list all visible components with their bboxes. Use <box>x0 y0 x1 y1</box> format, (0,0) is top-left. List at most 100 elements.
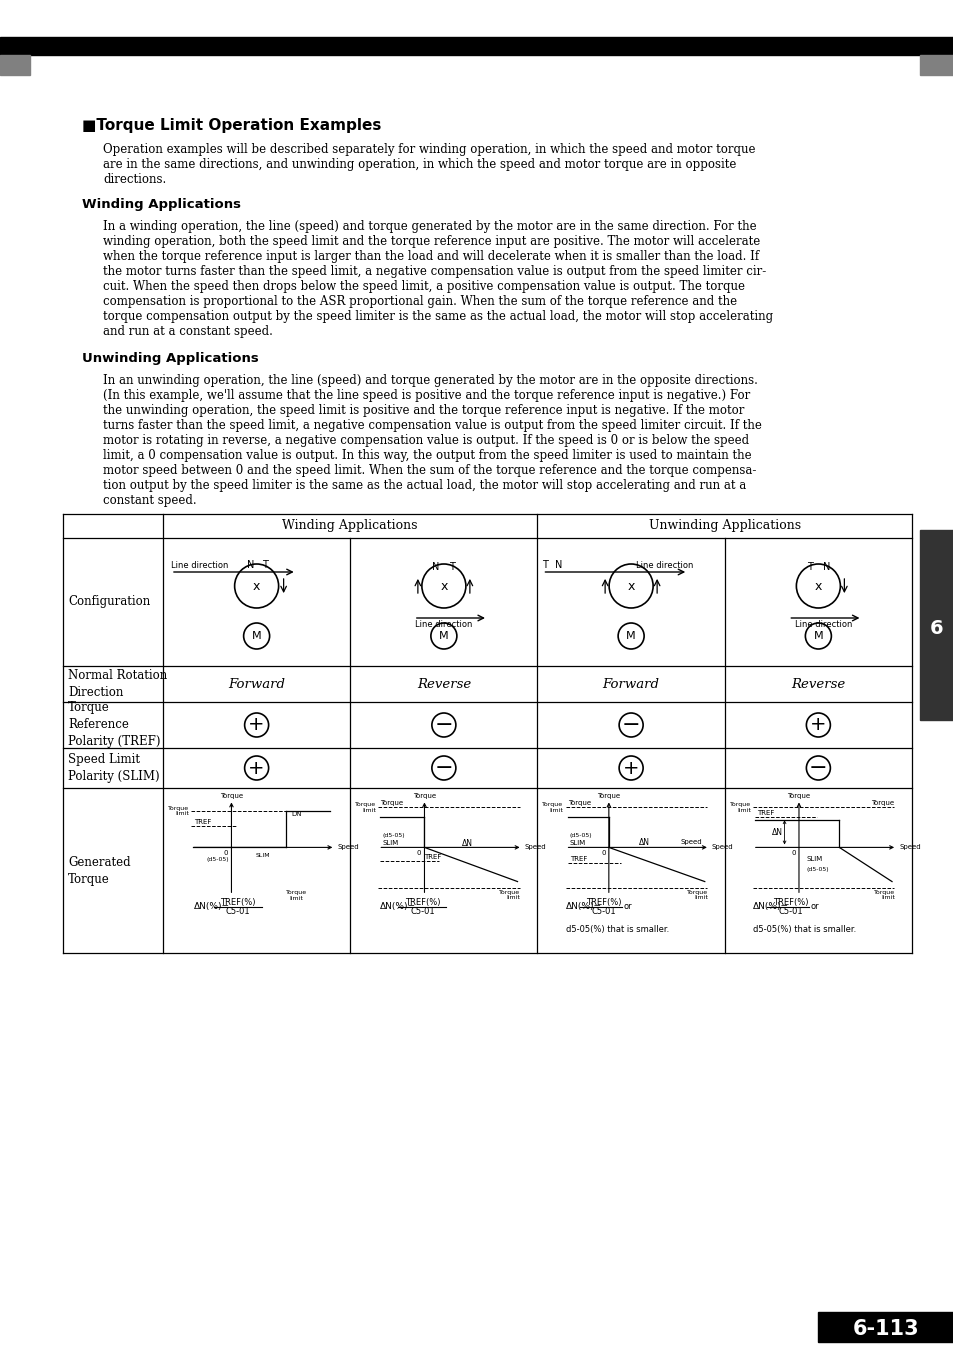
Text: x: x <box>814 579 821 593</box>
Text: Torque
Reference
Polarity (TREF): Torque Reference Polarity (TREF) <box>68 702 160 748</box>
Text: Speed: Speed <box>711 844 733 850</box>
Text: N: N <box>555 560 561 570</box>
Text: TREF: TREF <box>569 856 586 863</box>
Text: C5-01: C5-01 <box>410 907 435 917</box>
Text: Line direction: Line direction <box>636 562 693 570</box>
Text: ΔN(%)=: ΔN(%)= <box>565 902 601 911</box>
Text: the motor turns faster than the speed limit, a negative compensation value is ou: the motor turns faster than the speed li… <box>103 265 765 278</box>
Text: N: N <box>821 562 829 572</box>
Bar <box>919 531 953 720</box>
Text: T: T <box>449 562 455 572</box>
Text: Line direction: Line direction <box>171 562 228 570</box>
Text: T: T <box>541 560 547 570</box>
Text: −: − <box>435 757 453 778</box>
Text: Reverse: Reverse <box>416 678 471 690</box>
Text: 6-113: 6-113 <box>852 1319 919 1339</box>
Text: −: − <box>621 716 639 734</box>
Text: ΔN(%)=: ΔN(%)= <box>380 902 416 911</box>
Text: x: x <box>253 579 260 593</box>
Text: (In this example, we'll assume that the line speed is positive and the torque re: (In this example, we'll assume that the … <box>103 389 749 402</box>
Text: M: M <box>252 630 261 641</box>
Text: Torque
limit: Torque limit <box>168 806 189 817</box>
Text: constant speed.: constant speed. <box>103 494 196 508</box>
Text: compensation is proportional to the ASR proportional gain. When the sum of the t: compensation is proportional to the ASR … <box>103 296 737 308</box>
Text: In a winding operation, the line (speed) and torque generated by the motor are i: In a winding operation, the line (speed)… <box>103 220 756 234</box>
Text: Torque
limit: Torque limit <box>686 890 707 900</box>
Text: Line direction: Line direction <box>794 620 851 629</box>
Text: Torque: Torque <box>413 792 436 799</box>
Text: TREF: TREF <box>193 819 212 825</box>
Text: d5-05(%) that is smaller.: d5-05(%) that is smaller. <box>565 925 668 934</box>
Text: Reverse: Reverse <box>790 678 844 690</box>
Text: In an unwinding operation, the line (speed) and torque generated by the motor ar: In an unwinding operation, the line (spe… <box>103 374 757 387</box>
Text: DN: DN <box>291 811 301 817</box>
Text: winding operation, both the speed limit and the torque reference input are posit: winding operation, both the speed limit … <box>103 235 760 248</box>
Text: M: M <box>438 630 448 641</box>
Text: +: + <box>809 716 825 734</box>
Text: N: N <box>432 562 439 572</box>
Text: Torque: Torque <box>597 792 619 799</box>
Text: Line direction: Line direction <box>415 620 472 629</box>
Text: Forward: Forward <box>228 678 285 690</box>
Text: C5-01: C5-01 <box>226 907 250 917</box>
Bar <box>817 1312 953 1342</box>
Text: Torque: Torque <box>786 792 810 799</box>
Text: or: or <box>623 902 632 911</box>
Text: x: x <box>439 579 447 593</box>
Text: N: N <box>247 560 254 570</box>
Text: Torque: Torque <box>219 792 243 799</box>
Text: ■Torque Limit Operation Examples: ■Torque Limit Operation Examples <box>82 117 381 134</box>
Text: 0: 0 <box>791 850 795 856</box>
Text: (d5-05): (d5-05) <box>207 857 230 861</box>
Text: x: x <box>627 579 634 593</box>
Text: TREF: TREF <box>423 855 440 860</box>
Text: +: + <box>248 716 265 734</box>
Text: (d5-05): (d5-05) <box>806 867 829 872</box>
Text: Torque: Torque <box>870 801 893 806</box>
Text: Speed: Speed <box>898 844 920 850</box>
Text: (d5-05): (d5-05) <box>569 833 592 838</box>
Text: 0: 0 <box>600 850 605 856</box>
Text: ΔN: ΔN <box>639 838 650 846</box>
Text: ΔN: ΔN <box>771 828 781 837</box>
Text: Torque
limit: Torque limit <box>498 890 520 900</box>
Text: limit, a 0 compensation value is output. In this way, the output from the speed : limit, a 0 compensation value is output.… <box>103 450 751 462</box>
Bar <box>919 55 953 76</box>
Text: TREF(%): TREF(%) <box>404 898 439 907</box>
Text: motor is rotating in reverse, a negative compensation value is output. If the sp: motor is rotating in reverse, a negative… <box>103 433 748 447</box>
Text: TREF(%): TREF(%) <box>585 898 620 907</box>
Text: Generated
Torque: Generated Torque <box>68 856 131 886</box>
Text: TREF(%): TREF(%) <box>220 898 255 907</box>
Text: when the torque reference input is larger than the load and will decelerate when: when the torque reference input is large… <box>103 250 759 263</box>
Text: Torque
limit: Torque limit <box>729 802 750 813</box>
Text: Unwinding Applications: Unwinding Applications <box>82 352 258 365</box>
Text: torque compensation output by the speed limiter is the same as the actual load, : torque compensation output by the speed … <box>103 310 772 323</box>
Text: M: M <box>626 630 636 641</box>
Text: Unwinding Applications: Unwinding Applications <box>648 520 800 532</box>
Text: ΔN: ΔN <box>462 838 473 848</box>
Text: d5-05(%) that is smaller.: d5-05(%) that is smaller. <box>752 925 855 934</box>
Text: TREF(%): TREF(%) <box>772 898 808 907</box>
Text: C5-01: C5-01 <box>591 907 616 917</box>
Text: ΔN(%)=: ΔN(%)= <box>193 902 230 911</box>
Text: the unwinding operation, the speed limit is positive and the torque reference in: the unwinding operation, the speed limit… <box>103 404 743 417</box>
Text: SLIM: SLIM <box>255 853 271 859</box>
Text: Configuration: Configuration <box>68 595 150 609</box>
Text: turns faster than the speed limit, a negative compensation value is output from : turns faster than the speed limit, a neg… <box>103 418 761 432</box>
Text: Torque
limit: Torque limit <box>355 802 375 813</box>
Text: Forward: Forward <box>602 678 659 690</box>
Text: Speed: Speed <box>679 840 701 845</box>
Text: Speed: Speed <box>524 844 545 850</box>
Text: Speed Limit
Polarity (SLIM): Speed Limit Polarity (SLIM) <box>68 753 159 783</box>
Text: (d5-05): (d5-05) <box>382 833 404 838</box>
Text: Torque
limit: Torque limit <box>285 890 307 900</box>
Text: 0: 0 <box>224 850 228 856</box>
Text: T: T <box>806 562 813 572</box>
Text: Winding Applications: Winding Applications <box>282 520 417 532</box>
Text: SLIM: SLIM <box>382 841 398 846</box>
Text: Torque: Torque <box>567 801 590 806</box>
Text: −: − <box>808 757 827 778</box>
Text: SLIM: SLIM <box>806 856 822 863</box>
Text: Operation examples will be described separately for winding operation, in which : Operation examples will be described sep… <box>103 143 755 157</box>
Text: ΔN(%)=: ΔN(%)= <box>752 902 788 911</box>
